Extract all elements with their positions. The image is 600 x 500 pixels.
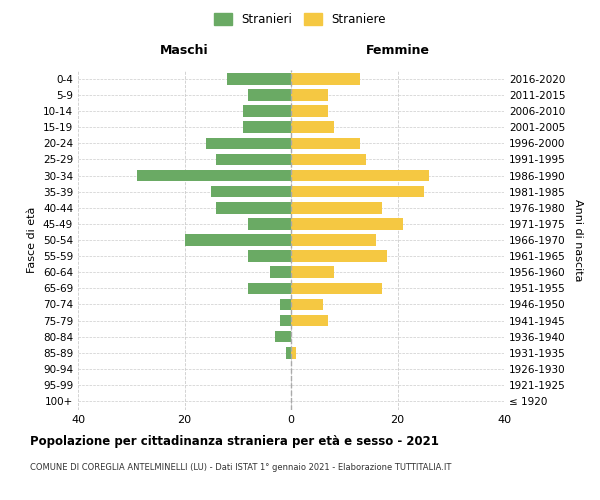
Text: Maschi: Maschi xyxy=(160,44,209,58)
Text: Popolazione per cittadinanza straniera per età e sesso - 2021: Popolazione per cittadinanza straniera p… xyxy=(30,435,439,448)
Bar xyxy=(243,122,291,133)
Bar xyxy=(243,106,291,117)
Legend: Stranieri, Straniere: Stranieri, Straniere xyxy=(209,8,391,31)
Bar xyxy=(137,170,291,181)
Bar xyxy=(291,89,328,101)
Bar xyxy=(280,315,291,326)
Bar xyxy=(217,202,291,213)
Bar xyxy=(248,282,291,294)
Bar xyxy=(217,154,291,165)
Bar xyxy=(291,266,334,278)
Text: Femmine: Femmine xyxy=(365,44,430,58)
Bar xyxy=(206,138,291,149)
Text: COMUNE DI COREGLIA ANTELMINELLI (LU) - Dati ISTAT 1° gennaio 2021 - Elaborazione: COMUNE DI COREGLIA ANTELMINELLI (LU) - D… xyxy=(30,462,451,471)
Bar xyxy=(291,282,382,294)
Y-axis label: Anni di nascita: Anni di nascita xyxy=(572,198,583,281)
Bar xyxy=(185,234,291,246)
Bar xyxy=(291,234,376,246)
Bar xyxy=(291,202,382,213)
Bar xyxy=(248,89,291,101)
Bar xyxy=(248,250,291,262)
Bar xyxy=(291,170,430,181)
Bar xyxy=(270,266,291,278)
Bar xyxy=(275,331,291,342)
Bar xyxy=(291,73,360,85)
Bar xyxy=(291,347,296,358)
Bar xyxy=(227,73,291,85)
Bar xyxy=(286,347,291,358)
Bar xyxy=(211,186,291,198)
Bar xyxy=(291,250,387,262)
Bar xyxy=(291,106,328,117)
Y-axis label: Fasce di età: Fasce di età xyxy=(28,207,37,273)
Bar xyxy=(291,186,424,198)
Bar xyxy=(291,154,365,165)
Bar xyxy=(291,298,323,310)
Bar xyxy=(248,218,291,230)
Bar xyxy=(280,298,291,310)
Bar xyxy=(291,138,360,149)
Bar xyxy=(291,218,403,230)
Bar xyxy=(291,315,328,326)
Bar xyxy=(291,122,334,133)
